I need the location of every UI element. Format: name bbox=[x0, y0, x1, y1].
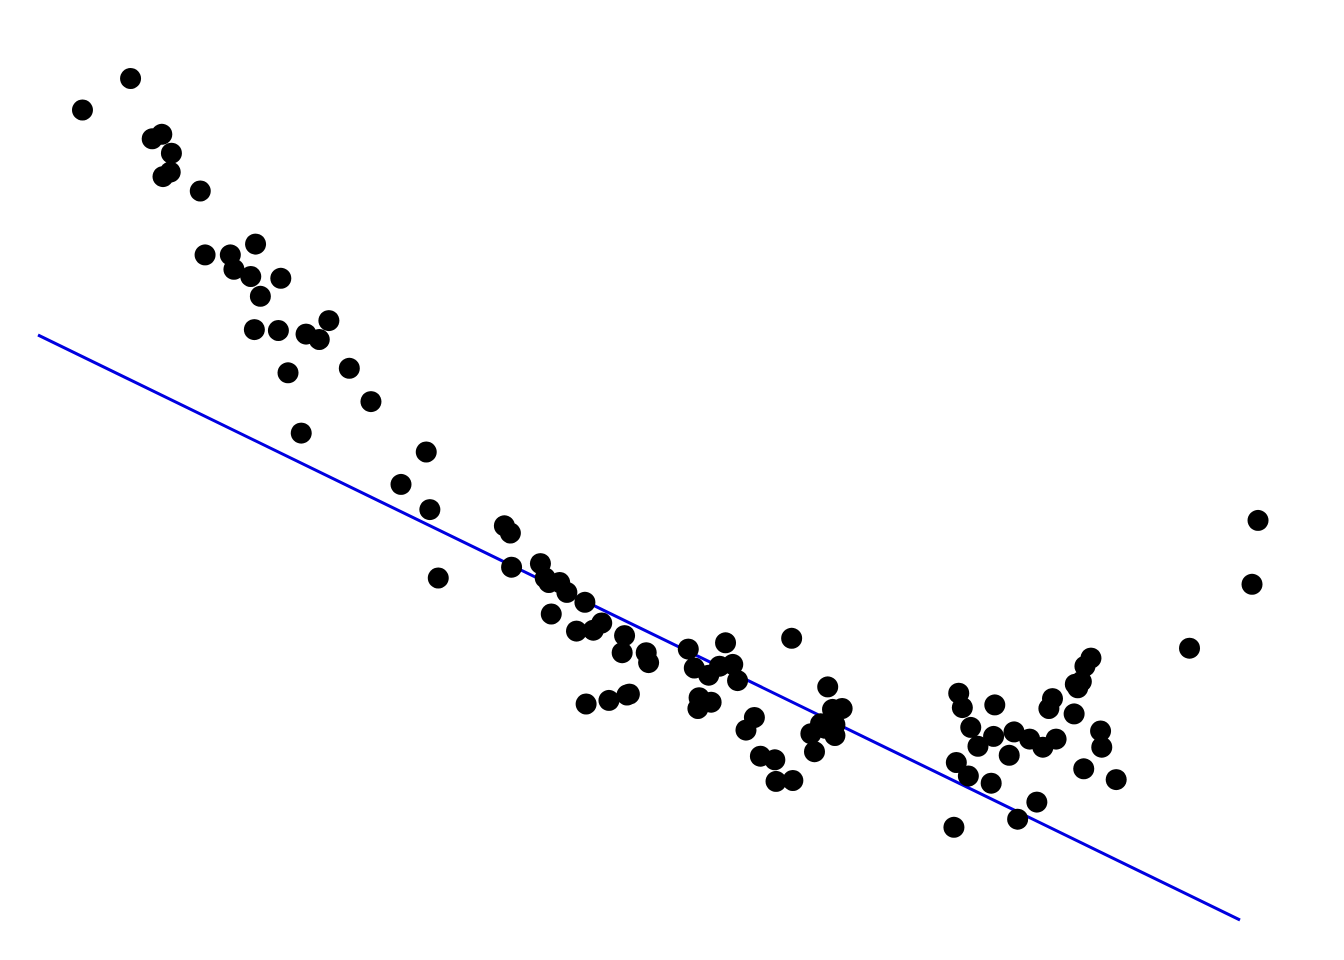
data-point bbox=[984, 694, 1006, 716]
data-point bbox=[419, 499, 441, 521]
data-point bbox=[957, 765, 979, 787]
data-point bbox=[951, 697, 973, 719]
data-point bbox=[1063, 703, 1085, 725]
data-point bbox=[308, 329, 330, 350]
data-point bbox=[565, 620, 587, 642]
data-point bbox=[501, 556, 523, 578]
points-layer bbox=[71, 68, 1269, 838]
data-point bbox=[722, 653, 744, 675]
data-point bbox=[715, 632, 737, 654]
data-point bbox=[749, 745, 771, 767]
data-point bbox=[980, 772, 1002, 794]
data-point bbox=[960, 716, 982, 738]
data-point bbox=[151, 123, 173, 145]
data-point bbox=[1090, 720, 1112, 742]
data-point bbox=[1026, 791, 1048, 813]
data-point bbox=[427, 567, 449, 589]
data-point bbox=[243, 319, 265, 341]
data-point bbox=[817, 676, 839, 698]
fit-line-layer bbox=[37, 333, 1241, 922]
data-point bbox=[998, 744, 1020, 766]
data-point bbox=[338, 357, 360, 379]
data-point bbox=[390, 473, 412, 495]
data-point bbox=[499, 522, 521, 544]
data-point bbox=[824, 725, 846, 746]
data-point bbox=[781, 627, 803, 649]
data-point bbox=[270, 267, 292, 289]
data-point bbox=[1241, 573, 1263, 595]
data-point bbox=[1080, 647, 1102, 669]
data-point bbox=[1073, 758, 1095, 780]
data-point bbox=[967, 735, 989, 757]
data-point bbox=[810, 713, 832, 735]
data-point bbox=[735, 719, 757, 741]
data-point bbox=[575, 693, 597, 715]
data-point bbox=[1179, 637, 1201, 659]
data-point bbox=[267, 320, 289, 341]
data-point bbox=[194, 244, 216, 266]
data-point bbox=[415, 441, 437, 463]
data-point bbox=[1038, 698, 1060, 719]
data-point bbox=[540, 603, 562, 625]
data-point bbox=[945, 752, 967, 773]
data-point bbox=[1247, 509, 1269, 531]
data-point bbox=[556, 581, 578, 603]
data-point bbox=[1007, 808, 1029, 830]
data-point bbox=[249, 285, 271, 307]
data-point bbox=[943, 816, 965, 838]
data-point bbox=[1003, 721, 1025, 743]
data-point bbox=[677, 638, 699, 660]
data-point bbox=[1091, 736, 1113, 758]
data-point bbox=[574, 591, 596, 613]
data-point bbox=[71, 99, 93, 121]
data-point bbox=[245, 233, 267, 255]
data-point bbox=[360, 391, 382, 413]
data-point bbox=[160, 142, 182, 164]
data-point bbox=[687, 698, 709, 719]
data-point bbox=[611, 642, 633, 664]
data-point bbox=[277, 362, 299, 384]
data-point bbox=[318, 310, 340, 332]
data-point bbox=[638, 652, 660, 674]
data-point bbox=[240, 266, 262, 287]
data-point bbox=[1045, 728, 1067, 750]
data-point bbox=[120, 68, 142, 89]
data-point bbox=[727, 670, 749, 692]
data-point bbox=[159, 161, 181, 183]
data-point bbox=[616, 684, 638, 706]
data-point bbox=[683, 657, 705, 679]
data-point bbox=[782, 770, 804, 791]
regression-line bbox=[37, 333, 1241, 922]
data-point bbox=[1105, 769, 1127, 791]
data-point bbox=[1019, 728, 1041, 750]
data-point bbox=[290, 422, 312, 444]
data-point bbox=[983, 725, 1005, 747]
data-point bbox=[1067, 677, 1089, 699]
data-point bbox=[614, 625, 636, 647]
data-point bbox=[598, 689, 620, 711]
data-point bbox=[803, 741, 825, 763]
data-point bbox=[223, 258, 245, 280]
data-point bbox=[765, 770, 787, 792]
data-point bbox=[189, 180, 211, 202]
data-point bbox=[582, 619, 604, 641]
